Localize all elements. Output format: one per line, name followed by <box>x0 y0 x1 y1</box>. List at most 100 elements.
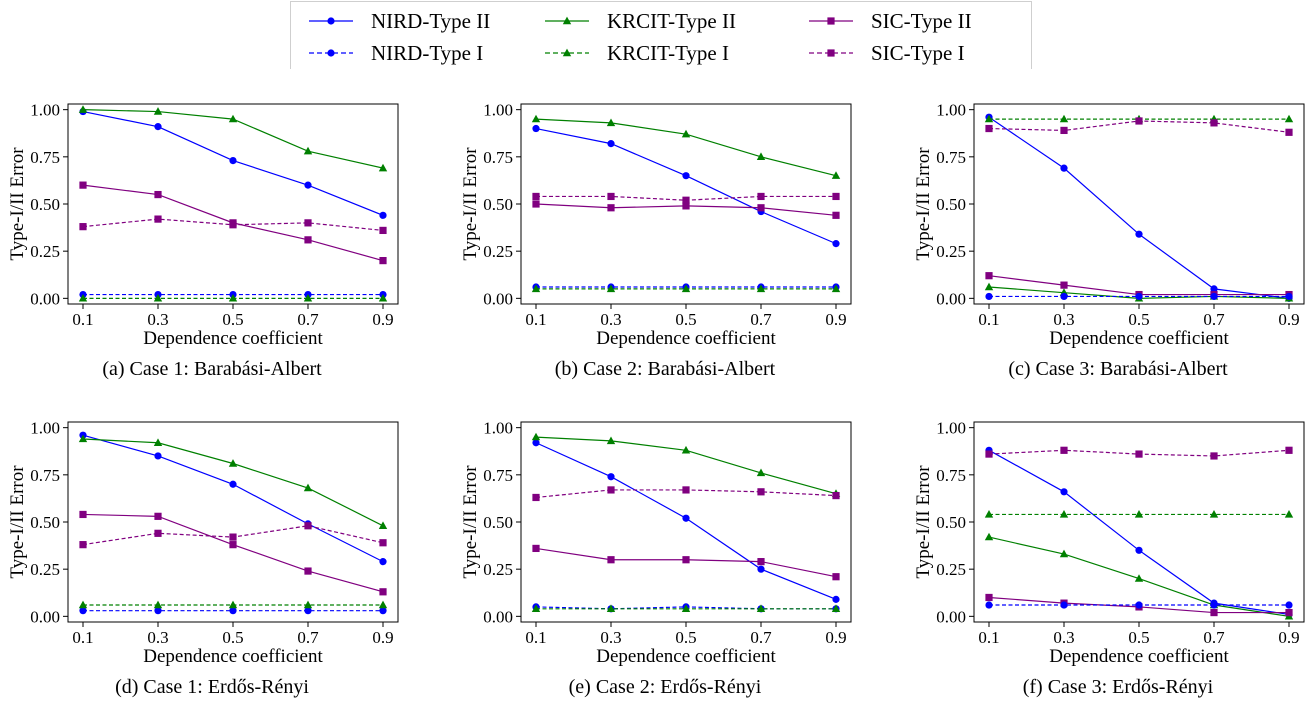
series-nird-type-ii-point <box>832 595 840 603</box>
legend-nird-type-ii-label: NIRD-Type II <box>371 9 490 33</box>
y-tick-label: 1.00 <box>30 419 60 438</box>
series-sic-type-i-point <box>304 219 312 227</box>
series-krcit-type-i-point <box>606 284 616 293</box>
series-sic-type-i-point <box>229 221 237 229</box>
x-tick-label: 0.7 <box>1203 310 1225 329</box>
series-nird-type-i-point <box>379 607 387 615</box>
series-sic-type-ii-point <box>985 593 993 602</box>
y-tick-label: 0.50 <box>30 195 60 214</box>
series-nird-type-ii-point <box>682 514 690 522</box>
y-tick-label: 0.25 <box>483 560 513 579</box>
plot-frame <box>67 103 399 305</box>
x-axis-label: Dependence coefficient <box>596 328 776 349</box>
series-sic-type-ii-point <box>379 257 387 265</box>
caption-b: (b) Case 2: Barabási-Albert <box>554 358 776 380</box>
series-krcit-type-ii-point <box>681 445 691 454</box>
series-sic-type-i-point <box>682 486 690 494</box>
series-sic-type-ii-point <box>682 556 690 564</box>
series-sic-type-ii-point <box>154 190 162 199</box>
series-sic-type-ii-point <box>985 272 993 280</box>
series-nird-type-ii-point <box>682 172 690 180</box>
series-krcit-type-ii-point <box>756 152 766 161</box>
x-tick-label: 0.3 <box>147 310 168 329</box>
series-nird-type-ii-point <box>1135 230 1143 238</box>
series-krcit-type-ii-point <box>606 118 616 127</box>
series-krcit-type-i-point <box>1284 114 1294 123</box>
legend-sic-type-i-label: SIC-Type I <box>871 41 965 65</box>
series-sic-type-i-point <box>79 541 87 549</box>
panel-c: 0.1 0.3 0.5 0.7 0.9 0.00 0.25 0.50 0.75 1.00 Depen… <box>908 92 1310 392</box>
y-tick-label: 1.00 <box>936 101 966 120</box>
series-nird-type-i-point <box>985 292 993 301</box>
y-tick-label: 0.50 <box>483 513 513 532</box>
series-krcit-type-ii-point <box>78 434 88 443</box>
series-sic-type-ii-point <box>1060 281 1068 289</box>
legend-nird-type-i-marker <box>327 49 335 57</box>
x-tick-label: 0.9 <box>825 310 846 329</box>
series-sic-type-i-point <box>1060 126 1068 135</box>
x-tick-label: 0.9 <box>825 628 846 647</box>
series-krcit-type-i-point <box>303 293 313 302</box>
series-nird-type-ii-point <box>154 123 162 131</box>
legend-krcit-type-i-label: KRCIT-Type I <box>607 41 729 65</box>
y-axis-label: Type-I/II Error <box>7 465 28 579</box>
series-sic-type-ii-point <box>532 200 540 208</box>
y-tick-label: 0.50 <box>483 195 513 214</box>
y-axis-label: Type-I/II Error <box>460 147 481 261</box>
series-krcit-type-ii-point <box>984 282 994 291</box>
series-sic-type-i-point <box>985 450 993 458</box>
series-sic-type-i-point <box>832 192 840 201</box>
legend-sic-type-ii-label: SIC-Type II <box>871 9 972 33</box>
x-tick-label: 0.5 <box>1128 310 1149 329</box>
plot-frame <box>973 103 1305 305</box>
x-axis-label: Dependence coefficient <box>596 646 776 667</box>
series-nird-type-i-point <box>1060 292 1068 301</box>
series-sic-type-ii-point <box>79 510 87 519</box>
series-krcit-type-ii-point <box>153 107 163 115</box>
panel-e: 0.1 0.3 0.5 0.7 0.9 0.00 0.25 0.50 0.75 1.00 Depen… <box>455 410 875 710</box>
chart-c: 0.1 0.3 0.5 0.7 0.9 0.00 0.25 0.50 0.75 1.00 Depen… <box>913 101 1305 349</box>
series-krcit-type-i-point <box>1134 510 1144 518</box>
y-tick-label: 0.75 <box>30 148 60 167</box>
series-krcit-type-i-point <box>303 600 313 609</box>
x-tick-label: 0.3 <box>600 310 621 329</box>
series-sic-type-i-point <box>757 488 765 496</box>
x-tick-label: 0.9 <box>372 628 393 647</box>
series-krcit-type-ii-point <box>531 432 541 441</box>
x-tick-label: 0.1 <box>978 310 999 329</box>
series-krcit-type-i-point <box>831 284 841 293</box>
y-axis-label: Type-I/II Error <box>913 465 934 579</box>
series-sic-type-i-point <box>757 192 765 201</box>
series-nird-type-i-point <box>1210 292 1218 301</box>
y-axis-label: Type-I/II Error <box>913 147 934 261</box>
caption-c: (c) Case 3: Barabási-Albert <box>1008 358 1228 380</box>
series-krcit-type-ii-point <box>606 436 616 445</box>
series-sic-type-ii-point <box>607 204 615 212</box>
y-tick-label: 0.75 <box>936 466 966 485</box>
series-krcit-type-ii-point <box>78 105 88 113</box>
series-krcit-type-i-point <box>681 284 691 293</box>
series-nird-type-i-point <box>1135 292 1143 301</box>
y-tick-label: 0.75 <box>936 148 966 167</box>
series-sic-type-i-point <box>607 192 615 201</box>
series-krcit-type-ii-point <box>303 146 313 155</box>
series-krcit-type-ii-point <box>681 129 691 138</box>
y-tick-label: 0.00 <box>30 607 60 626</box>
series-krcit-type-i-point <box>1284 510 1294 518</box>
figure-legend: NIRD-Type II KRCIT-Type II SIC-Type II NIRD… <box>290 1 1032 69</box>
series-sic-type-ii-point <box>154 512 162 520</box>
y-tick-label: 0.00 <box>936 289 966 308</box>
series-nird-type-ii-point <box>229 480 237 488</box>
y-tick-label: 0.25 <box>483 242 513 261</box>
series-krcit-type-i-point <box>228 293 238 302</box>
caption-e: (e) Case 2: Erdős-Rényi <box>568 676 762 698</box>
series-nird-type-ii-line <box>988 116 1290 299</box>
y-tick-label: 0.25 <box>936 242 966 261</box>
series-nird-type-ii-point <box>757 565 765 573</box>
series-sic-type-i-point <box>1210 119 1218 127</box>
series-nird-type-ii-point <box>379 558 387 566</box>
y-tick-label: 0.75 <box>30 466 60 485</box>
series-sic-type-ii-point <box>229 541 237 549</box>
series-krcit-type-i-point <box>984 114 994 123</box>
y-tick-label: 0.75 <box>483 148 513 167</box>
